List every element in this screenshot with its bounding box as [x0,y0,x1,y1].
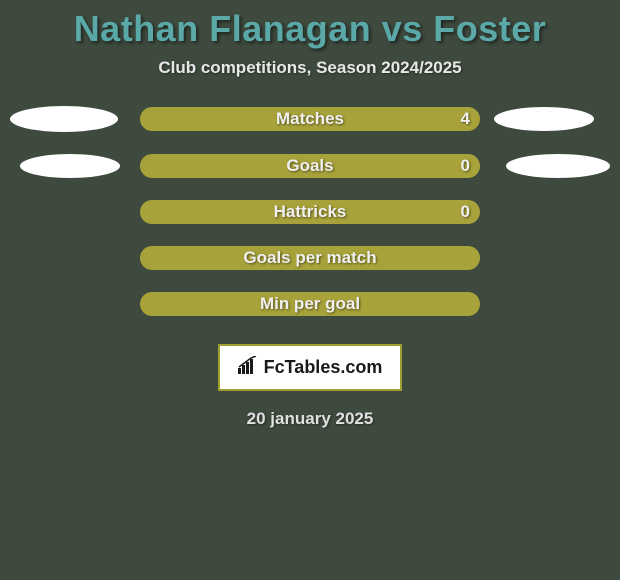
logo-text: FcTables.com [264,357,383,378]
stat-bar: Goals 0 [140,154,480,178]
stat-bar: Matches 4 [140,107,480,131]
right-ellipse [494,107,594,131]
stat-row: Hattricks 0 [0,200,620,224]
stat-bar: Min per goal [140,292,480,316]
stat-bar: Hattricks 0 [140,200,480,224]
stat-bar: Goals per match [140,246,480,270]
left-ellipse [20,154,120,178]
stat-rows: Matches 4 Goals 0 Hattricks 0 Goals per match M… [0,106,620,338]
stat-value: 0 [461,202,470,222]
stat-value: 0 [461,156,470,176]
stats-comparison-widget: Nathan Flanagan vs Foster Club competiti… [0,0,620,580]
stat-row: Goals 0 [0,154,620,178]
subtitle: Club competitions, Season 2024/2025 [158,58,461,78]
right-ellipse [506,154,610,178]
date-label: 20 january 2025 [247,409,374,429]
stat-label: Goals per match [243,248,376,268]
stat-label: Hattricks [274,202,347,222]
stat-row: Min per goal [0,292,620,316]
stat-label: Goals [286,156,333,176]
stat-label: Min per goal [260,294,360,314]
chart-icon [238,356,258,379]
stat-row: Goals per match [0,246,620,270]
stat-value: 4 [461,109,470,129]
stat-row: Matches 4 [0,106,620,132]
page-title: Nathan Flanagan vs Foster [74,8,547,50]
source-logo: FcTables.com [218,344,403,391]
left-ellipse [10,106,118,132]
stat-label: Matches [276,109,344,129]
